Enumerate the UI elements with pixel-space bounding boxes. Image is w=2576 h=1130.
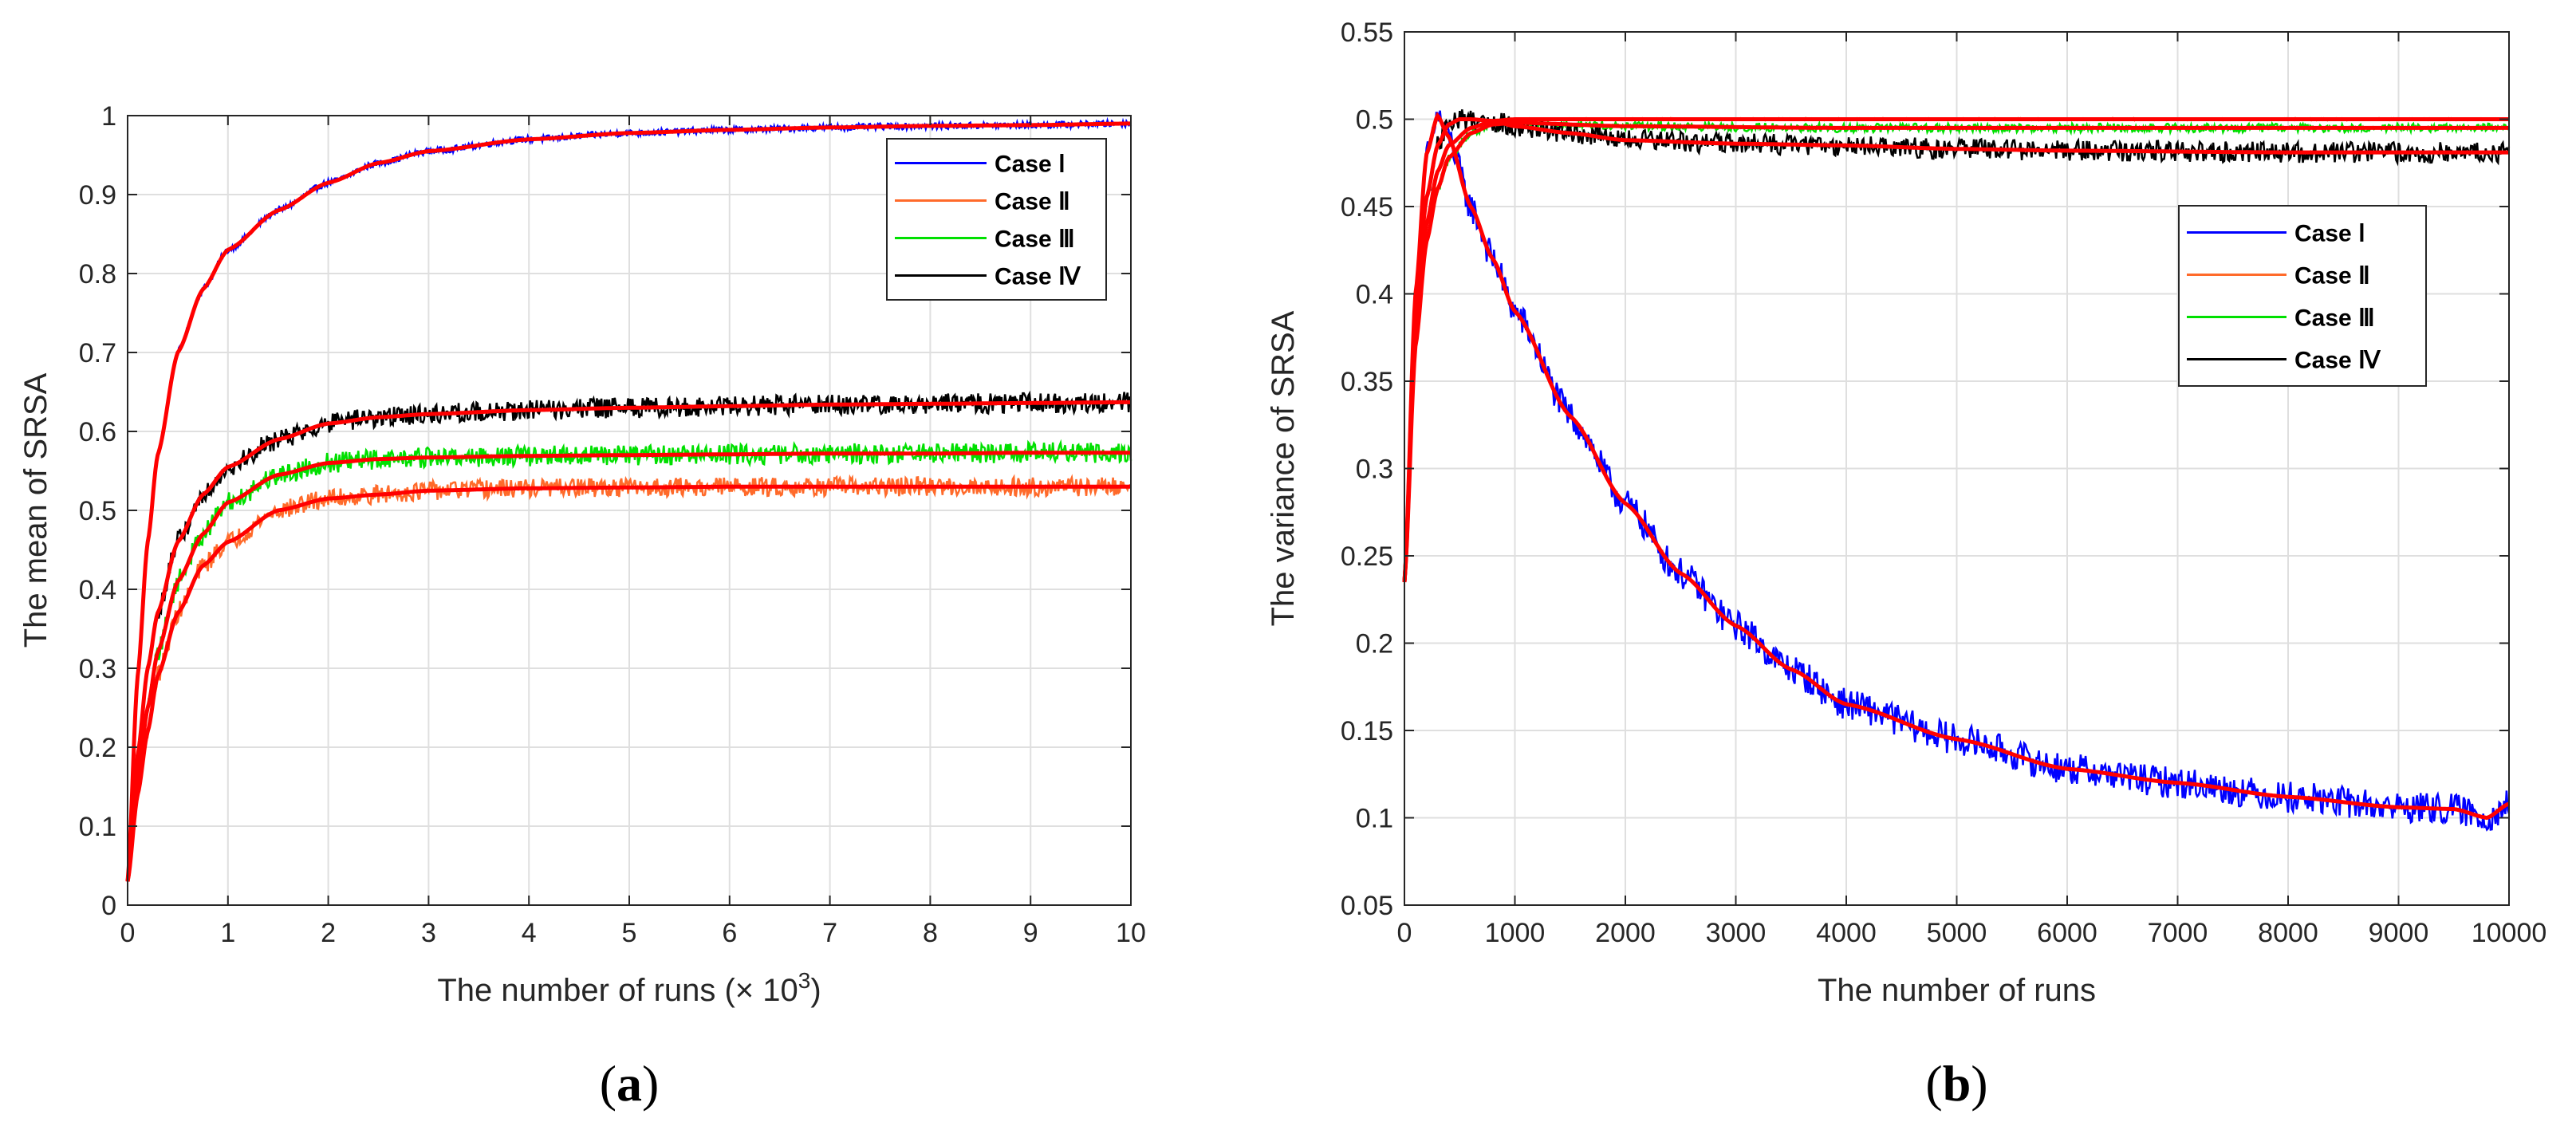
fitted-curve: [1402, 117, 2509, 583]
panel-b-fitted-curves: [1402, 112, 2510, 821]
y-tick-label: 0.1: [1356, 804, 1393, 834]
legend-label: Case Ⅳ: [2294, 348, 2381, 374]
fitted-curve: [125, 400, 1131, 882]
y-tick-label: 0.15: [1341, 716, 1393, 746]
fitted-curve: [125, 451, 1131, 882]
panel-b-x-axis-label: The number of runs: [1818, 973, 2096, 1008]
x-tick-label: 1000: [1485, 918, 1546, 948]
panel-b-legend: Case Ⅰ Case Ⅱ Case Ⅲ Case Ⅳ: [2178, 205, 2427, 387]
x-tick-label: 3000: [1706, 918, 1767, 948]
y-tick-label: 0.25: [1341, 541, 1393, 572]
legend-label: Case Ⅱ: [2294, 263, 2370, 289]
panel-a-ticks: 0 1 2 3 4 5 6 7 8 9 10 0 0.1 0.2 0.3 0.4 0.5 0.6 0.7 0.8 0.9…: [79, 101, 1146, 948]
y-tick-label: 0.45: [1341, 192, 1393, 222]
y-tick-label: 0.5: [1356, 105, 1393, 136]
legend-label: Case Ⅲ: [2294, 305, 2375, 332]
y-tick-label: 0.4: [1356, 280, 1393, 310]
y-tick-label: 0.3: [79, 654, 116, 684]
x-tick-label: 9: [1023, 918, 1038, 948]
x-tick-label: 3: [421, 918, 436, 948]
x-tick-label: 7000: [2148, 918, 2208, 948]
series-line: [126, 474, 1131, 882]
y-tick-label: 0: [101, 891, 116, 921]
y-tick-label: 0.6: [79, 417, 116, 447]
y-tick-label: 0.7: [79, 338, 116, 368]
y-tick-label: 0.8: [79, 259, 116, 289]
y-tick-label: 1: [101, 101, 116, 132]
x-tick-label: 8: [923, 918, 938, 948]
y-tick-label: 0.05: [1341, 891, 1393, 921]
y-tick-label: 0.4: [79, 575, 116, 605]
panel-b-y-axis-label: The variance of SRSA: [1266, 310, 1301, 626]
panel-a-y-axis-label: The mean of SRSA: [18, 372, 53, 648]
panel-b-grid: [1404, 31, 2510, 906]
y-tick-label: 0.35: [1341, 367, 1393, 397]
x-tick-label: 1: [220, 918, 235, 948]
fitted-curve: [1402, 112, 2510, 821]
x-tick-label: 10000: [2472, 918, 2547, 948]
panel-a-legend: Case Ⅰ Case Ⅱ Case Ⅲ Case Ⅳ: [886, 138, 1107, 301]
x-tick-label: 4000: [1816, 918, 1877, 948]
x-tick-label: 5: [622, 918, 637, 948]
y-tick-label: 0.2: [1356, 629, 1393, 659]
panel-a-caption: (a): [600, 1055, 660, 1112]
x-tick-label: 2000: [1595, 918, 1656, 948]
x-tick-label: 2: [321, 918, 336, 948]
x-tick-label: 5000: [1927, 918, 1987, 948]
legend-label: Case Ⅰ: [995, 152, 1065, 178]
y-tick-label: 0.3: [1356, 455, 1393, 485]
legend-box: [886, 138, 1107, 301]
y-tick-label: 0.55: [1341, 18, 1393, 48]
series-line: [126, 439, 1132, 882]
series-line: [126, 390, 1132, 882]
x-tick-label: 6000: [2037, 918, 2097, 948]
y-tick-label: 0.5: [79, 496, 116, 526]
y-tick-label: 0.9: [79, 180, 116, 211]
legend-label: Case Ⅰ: [2294, 221, 2365, 247]
panel-a-x-axis-label: The number of runs (× 103): [437, 968, 821, 1008]
fitted-curve: [1402, 120, 2509, 583]
fitted-curve: [1402, 117, 2509, 583]
legend-label: Case Ⅳ: [995, 264, 1081, 290]
panel-b-ticks: 0 1000 2000 3000 4000 5000 6000 7000 8000 9000 100…: [1341, 18, 2546, 948]
legend-box: [2178, 205, 2427, 387]
panel-a: 0 1 2 3 4 5 6 7 8 9 10 0 0.1 0.2 0.3 0.4 0.5 0.6 0.7 0.8 0.9…: [18, 101, 1146, 1112]
y-tick-label: 0.1: [79, 812, 116, 842]
x-tick-label: 4: [522, 918, 537, 948]
fitted-curve: [125, 484, 1131, 882]
x-tick-label: 8000: [2258, 918, 2318, 948]
x-tick-label: 7: [822, 918, 837, 948]
y-tick-label: 0.2: [79, 733, 116, 763]
panel-b: 0 1000 2000 3000 4000 5000 6000 7000 8000 9000 100…: [1266, 18, 2546, 1112]
fitted-curve: [125, 121, 1131, 882]
panel-a-fitted-curves: [125, 121, 1131, 882]
legend-label: Case Ⅲ: [995, 226, 1075, 253]
panel-b-caption: (b): [1925, 1055, 1987, 1112]
x-tick-label: 6: [722, 918, 737, 948]
x-tick-label: 0: [1397, 918, 1412, 948]
x-tick-label: 9000: [2369, 918, 2429, 948]
x-tick-label: 0: [120, 918, 136, 948]
x-tick-label: 10: [1116, 918, 1146, 948]
legend-label: Case Ⅱ: [995, 189, 1070, 215]
